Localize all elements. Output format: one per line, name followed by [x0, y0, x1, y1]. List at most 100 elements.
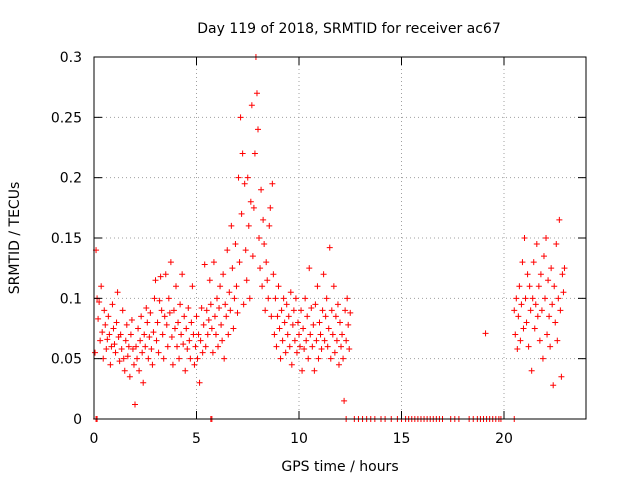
data-point — [249, 253, 256, 260]
data-point — [104, 336, 111, 343]
data-point — [230, 325, 237, 332]
data-point — [283, 301, 290, 308]
data-point — [163, 321, 170, 328]
data-point — [302, 295, 309, 302]
x-axis-label: GPS time / hours — [281, 459, 398, 475]
data-point — [238, 210, 245, 217]
data-point — [527, 307, 534, 314]
data-point — [338, 343, 345, 350]
data-point — [519, 259, 526, 266]
data-point — [540, 253, 547, 260]
data-point — [255, 126, 261, 133]
data-point — [515, 313, 522, 320]
data-point — [189, 283, 196, 290]
data-point — [193, 313, 200, 320]
data-point — [546, 313, 553, 320]
data-point — [333, 337, 340, 344]
data-point — [171, 325, 178, 332]
data-point — [214, 295, 220, 302]
data-point — [257, 265, 264, 272]
data-point — [320, 271, 327, 278]
data-point — [198, 304, 205, 311]
data-point — [202, 343, 209, 350]
data-point — [118, 346, 125, 353]
data-point — [119, 307, 126, 314]
grid-lines — [94, 57, 586, 419]
y-axis-label: SRMTID / TECUs — [7, 182, 23, 295]
data-point — [165, 295, 172, 302]
data-point — [157, 273, 164, 280]
data-point — [560, 289, 567, 296]
data-point — [554, 337, 561, 344]
data-point — [288, 361, 295, 368]
data-point — [514, 346, 521, 353]
data-point — [533, 241, 540, 248]
data-point — [181, 313, 188, 320]
data-point — [274, 313, 281, 320]
data-point — [185, 304, 192, 311]
data-point — [147, 309, 154, 316]
data-point — [166, 309, 173, 316]
data-point — [273, 343, 280, 350]
data-point — [153, 337, 160, 344]
data-point — [148, 346, 155, 353]
y-tick-label: 0.3 — [60, 50, 82, 66]
data-point — [235, 174, 242, 181]
data-point — [248, 102, 255, 109]
data-point — [164, 343, 171, 350]
data-point — [317, 331, 324, 338]
data-point — [293, 349, 300, 356]
data-point — [210, 259, 217, 266]
data-point — [318, 346, 325, 353]
data-point — [101, 307, 108, 314]
data-point — [347, 309, 354, 316]
data-point — [129, 346, 136, 353]
data-point — [552, 319, 559, 326]
data-point — [178, 331, 185, 338]
data-point — [279, 337, 286, 344]
data-point — [313, 337, 320, 344]
data-point — [173, 283, 179, 290]
data-point — [292, 295, 299, 302]
data-point — [308, 304, 315, 311]
data-point — [523, 319, 530, 326]
data-point — [243, 277, 250, 284]
data-point — [482, 330, 489, 337]
data-point — [206, 277, 213, 284]
data-point — [543, 235, 550, 241]
data-point — [137, 337, 144, 344]
data-point — [310, 321, 317, 328]
data-point — [158, 307, 165, 314]
data-point — [112, 349, 119, 356]
data-point — [218, 321, 225, 328]
data-point — [226, 289, 233, 296]
data-point — [228, 222, 235, 229]
data-point — [219, 337, 226, 344]
data-point — [300, 325, 307, 332]
data-point — [136, 367, 143, 374]
y-tick-labels: 0 0.05 0.1 0.15 0.2 0.25 0.3 — [51, 50, 82, 428]
data-point — [130, 361, 137, 368]
data-point — [179, 271, 186, 278]
data-point — [222, 301, 229, 308]
data-point — [122, 337, 129, 344]
data-point — [169, 361, 176, 368]
data-point — [311, 367, 318, 374]
data-point — [187, 355, 194, 362]
x-tick-labels: 0 5 10 15 20 — [90, 431, 513, 447]
data-point — [124, 353, 131, 360]
data-point — [315, 355, 322, 362]
data-point — [175, 319, 182, 326]
data-point — [272, 295, 279, 302]
data-point — [205, 317, 212, 324]
data-point — [267, 204, 274, 211]
data-point — [264, 277, 271, 284]
chart-title: Day 119 of 2018, SRMTID for receiver ac6… — [197, 21, 501, 37]
data-point — [326, 244, 333, 251]
data-point — [319, 307, 326, 314]
x-tick-label: 10 — [290, 431, 308, 447]
data-point — [340, 355, 347, 362]
data-point — [229, 265, 236, 272]
data-point — [159, 331, 166, 338]
data-point — [266, 222, 273, 229]
